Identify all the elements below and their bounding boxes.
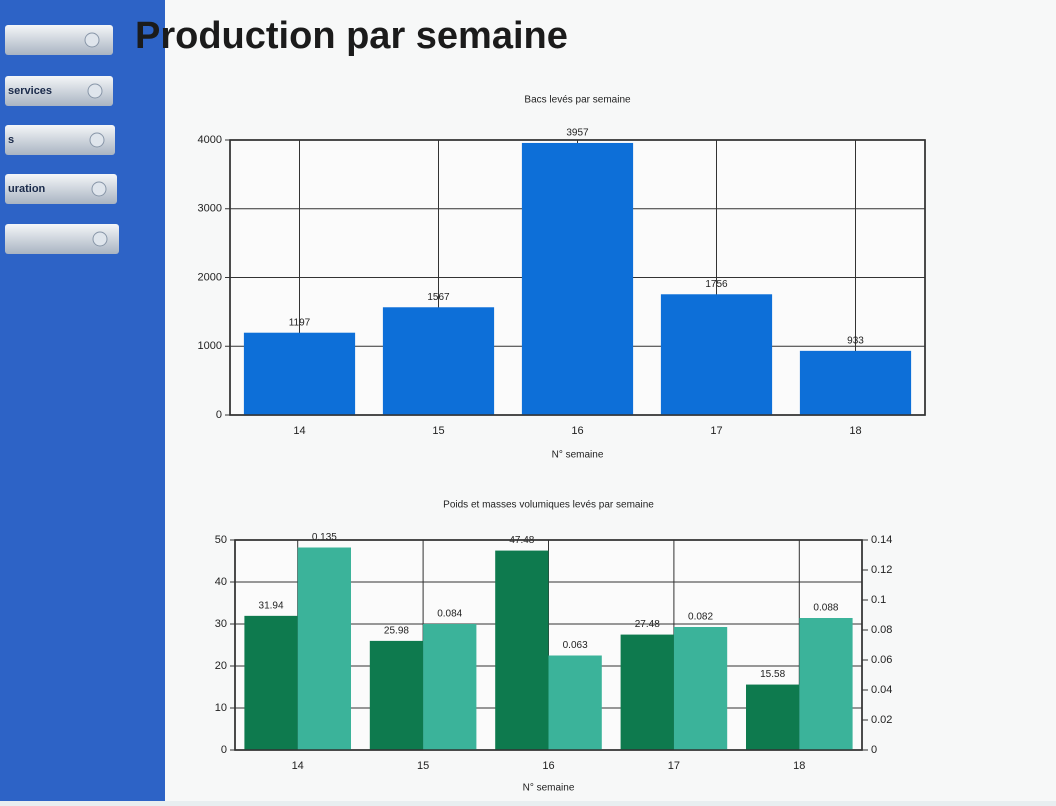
y-tick-label: 50 — [215, 534, 227, 546]
x-tick-label: 18 — [849, 425, 861, 437]
x-tick-label: 17 — [668, 760, 680, 772]
y-tick-label: 3000 — [198, 203, 222, 215]
x-tick-label: 15 — [432, 425, 444, 437]
menu-icon — [93, 232, 107, 246]
menu-icon — [92, 182, 106, 196]
y-tick-label: 40 — [215, 576, 227, 588]
bar — [661, 294, 772, 415]
value-label: 933 — [847, 335, 864, 346]
y2-tick-label: 0.06 — [871, 654, 892, 666]
value-label: 0.084 — [437, 609, 462, 620]
y-tick-label: 0 — [216, 409, 222, 421]
y-tick-label: 2000 — [198, 271, 222, 283]
screen: services s uration Production par semain… — [0, 0, 1056, 801]
y2-tick-label: 0.12 — [871, 564, 892, 576]
value-label: 15.58 — [760, 669, 785, 680]
value-label: 31.94 — [259, 600, 284, 611]
bar — [495, 551, 548, 750]
y2-tick-label: 0.02 — [871, 714, 892, 726]
value-label: 0.082 — [688, 612, 713, 623]
bar — [674, 627, 727, 750]
x-tick-label: 14 — [292, 760, 304, 772]
value-label: 27.48 — [635, 619, 660, 630]
bar — [549, 656, 602, 751]
menu-icon — [85, 33, 99, 47]
y2-tick-label: 0.04 — [871, 684, 892, 696]
x-tick-label: 16 — [542, 760, 554, 772]
y2-tick-label: 0.1 — [871, 594, 886, 606]
bar — [244, 333, 355, 415]
x-tick-label: 18 — [793, 760, 805, 772]
bar — [746, 685, 799, 750]
y2-tick-label: 0 — [871, 744, 877, 756]
y-tick-label: 20 — [215, 660, 227, 672]
value-label: 1567 — [427, 292, 450, 303]
menu-label: services — [8, 85, 52, 97]
chart-title: Poids et masses volumiques levés par sem… — [443, 500, 654, 511]
y-tick-label: 30 — [215, 618, 227, 630]
chart-title: Bacs levés par semaine — [524, 95, 631, 106]
bar — [244, 616, 297, 750]
value-label: 1197 — [289, 317, 311, 328]
value-label: 0.135 — [312, 532, 337, 543]
bar — [423, 624, 476, 750]
value-label: 3957 — [566, 128, 589, 139]
y2-tick-label: 0.14 — [871, 534, 892, 546]
menu-label: s — [8, 134, 14, 146]
sidebar — [0, 0, 165, 801]
menu-label: uration — [8, 183, 46, 195]
bar — [522, 143, 633, 415]
x-tick-label: 14 — [293, 425, 305, 437]
x-tick-label: 15 — [417, 760, 429, 772]
bar — [298, 548, 351, 751]
value-label: 1756 — [705, 279, 728, 290]
y-tick-label: 1000 — [198, 340, 222, 352]
value-label: 25.98 — [384, 626, 409, 637]
page-title: Production par semaine — [135, 15, 568, 57]
menu-icon — [88, 84, 102, 98]
x-axis-label: N° semaine — [552, 450, 604, 461]
bar — [799, 618, 852, 750]
y-tick-label: 10 — [215, 702, 227, 714]
menu-icon — [90, 133, 104, 147]
x-tick-label: 16 — [571, 425, 583, 437]
x-axis-label: N° semaine — [523, 783, 575, 794]
bar — [383, 307, 494, 415]
x-tick-label: 17 — [710, 425, 722, 437]
bar — [621, 635, 674, 750]
value-label: 0.088 — [813, 603, 838, 614]
y-tick-label: 4000 — [198, 134, 222, 146]
y-tick-label: 0 — [221, 744, 227, 756]
y2-tick-label: 0.08 — [871, 624, 892, 636]
bar — [370, 641, 423, 750]
bar — [800, 351, 911, 415]
value-label: 0.063 — [563, 640, 588, 651]
